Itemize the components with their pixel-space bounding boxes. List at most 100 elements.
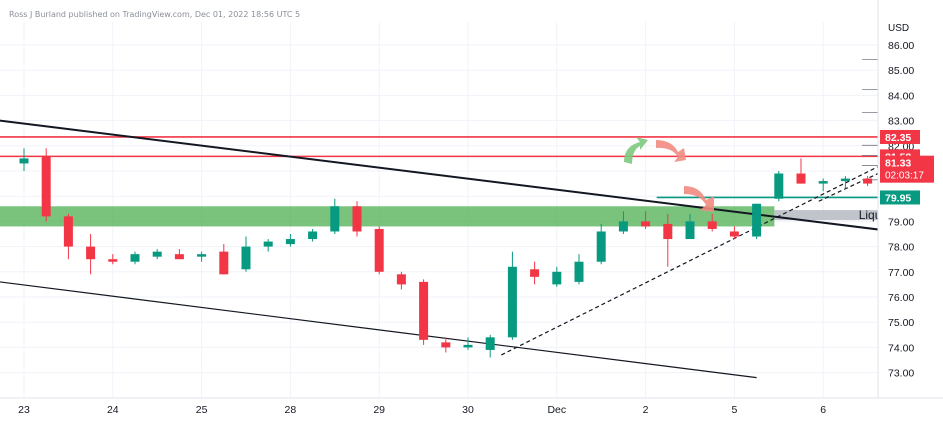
candle-body: [153, 252, 162, 257]
time-tick-label: 30: [462, 404, 474, 416]
candle: [508, 252, 517, 340]
candle-body: [419, 282, 428, 340]
candle: [486, 335, 495, 358]
candle-body: [641, 221, 650, 226]
time-tick-label: 23: [18, 404, 30, 416]
time-tick-label: 28: [285, 404, 297, 416]
candles: [20, 113, 943, 357]
candle: [20, 148, 29, 171]
candle: [175, 249, 184, 259]
time-tick-label: Dec: [547, 404, 566, 416]
candle-body: [575, 262, 584, 282]
candle-body: [486, 337, 495, 350]
candle-body: [86, 247, 95, 260]
price-tick-label: 79.00: [888, 216, 914, 228]
candle-body: [730, 231, 739, 236]
candle: [774, 171, 783, 201]
candle-body: [131, 254, 140, 262]
channel-lower[interactable]: [501, 113, 943, 355]
candle: [552, 267, 561, 287]
candle-body: [175, 254, 184, 259]
candle: [597, 224, 606, 264]
candle-body: [64, 216, 73, 246]
candle-body: [686, 221, 695, 239]
candle-body: [530, 269, 539, 277]
candle-body: [219, 252, 228, 275]
candle: [42, 148, 51, 221]
candle: [264, 239, 273, 252]
candle-body: [819, 181, 828, 184]
candle: [108, 254, 117, 264]
candle: [197, 252, 206, 262]
zones: [0, 206, 878, 226]
green-arrow-icon: [624, 137, 648, 164]
price-tick-label: 74.00: [888, 342, 914, 354]
candle: [64, 214, 73, 259]
candle: [131, 252, 140, 265]
time-tick-label: 6: [820, 404, 826, 416]
candle-body: [286, 239, 295, 244]
candle-body: [108, 259, 117, 262]
red-arrow-icon: [656, 140, 686, 162]
price-tag-label: 82.35: [885, 132, 911, 144]
candle: [575, 254, 584, 284]
candle: [330, 199, 339, 234]
price-tick-label: 83.00: [888, 116, 914, 128]
candle-body: [552, 272, 561, 285]
price-tick-label: 75.00: [888, 317, 914, 329]
time-tick-label: 25: [196, 404, 208, 416]
candle: [530, 262, 539, 285]
candle: [419, 279, 428, 345]
candle-body: [863, 179, 872, 184]
time-tick-label: 29: [373, 404, 385, 416]
candle-body: [375, 229, 384, 272]
lower-trendline[interactable]: [0, 279, 757, 377]
candle: [464, 337, 473, 350]
support-zone: [0, 206, 774, 226]
candle-body: [464, 345, 473, 348]
candle-body: [441, 342, 450, 347]
candle: [219, 244, 228, 274]
time-tick-label: 2: [643, 404, 649, 416]
candle-body: [619, 221, 628, 231]
current-price-label: 81.33: [885, 158, 911, 170]
price-tick-label: 76.00: [888, 292, 914, 304]
candle: [286, 234, 295, 247]
candle: [242, 237, 251, 272]
time-tick-label: 5: [731, 404, 737, 416]
candle-body: [308, 231, 317, 239]
price-axis[interactable]: USD73.0074.0075.0076.0077.0078.0079.0080…: [878, 0, 943, 420]
price-tick-label: 73.00: [888, 368, 914, 380]
candle-body: [663, 224, 672, 239]
price-tick-label: 77.00: [888, 267, 914, 279]
candle: [308, 229, 317, 242]
price-tick-label: 85.00: [888, 65, 914, 77]
currency-label: USD: [888, 23, 909, 34]
candle-body: [708, 221, 717, 229]
candle-body: [330, 206, 339, 231]
price-tick-label: 78.00: [888, 242, 914, 254]
candle: [730, 226, 739, 239]
candle-body: [774, 174, 783, 199]
candle-body: [197, 254, 206, 257]
candle-body: [242, 247, 251, 270]
candle-body: [841, 179, 850, 182]
candle-body: [597, 231, 606, 261]
candle: [153, 249, 162, 259]
candle: [86, 234, 95, 274]
candle: [441, 337, 450, 352]
candle-body: [797, 174, 806, 184]
candle-body: [353, 206, 362, 231]
candle-body: [20, 158, 29, 163]
candle: [375, 226, 384, 274]
price-tick-label: 84.00: [888, 90, 914, 102]
candle: [397, 272, 406, 290]
candle: [841, 176, 850, 189]
candle-body: [397, 274, 406, 284]
candle-body: [42, 156, 51, 216]
time-tick-label: 24: [107, 404, 119, 416]
price-axis-bg: [878, 0, 943, 420]
price-tag-label: 79.95: [885, 192, 911, 204]
